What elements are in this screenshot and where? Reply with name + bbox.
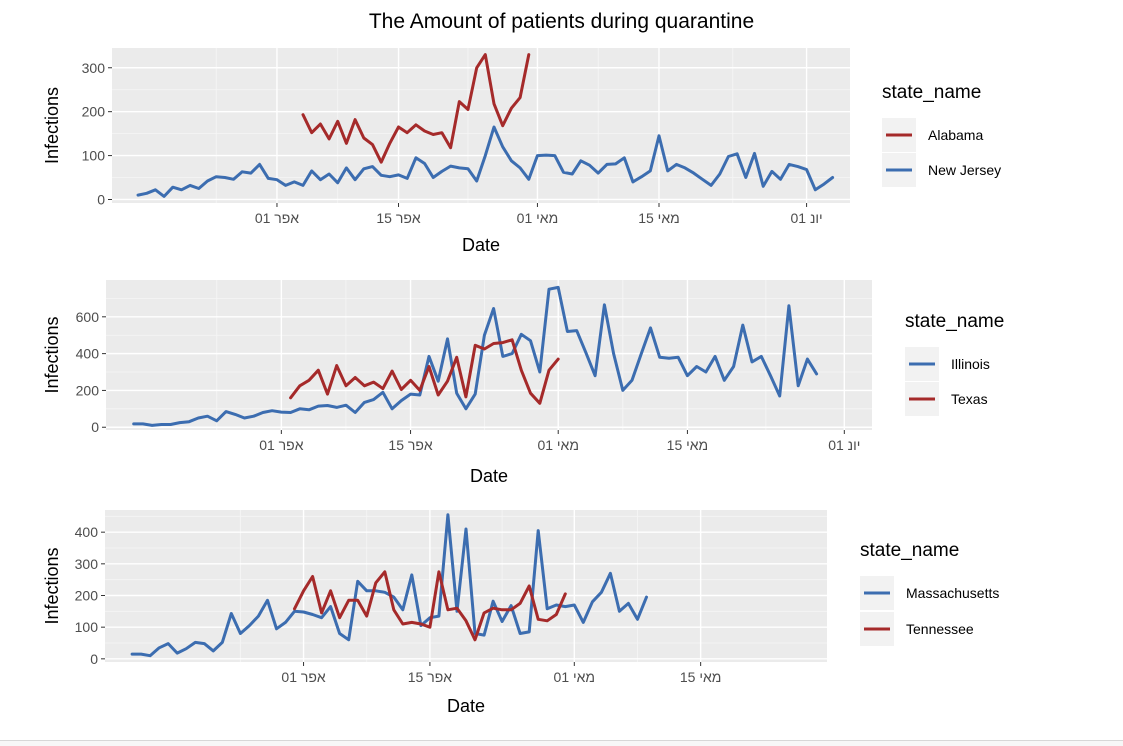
y-axis-title: Infections bbox=[42, 547, 62, 624]
y-tick-label: 0 bbox=[90, 651, 98, 667]
page-title: The Amount of patients during quarantine bbox=[368, 10, 755, 33]
x-tick-label: מאי 01 bbox=[554, 669, 596, 685]
y-axis-title: Infections bbox=[42, 316, 62, 393]
legend: state_name Illinois Texas bbox=[905, 311, 1004, 416]
legend: state_name Massachusetts Tennessee bbox=[860, 540, 999, 646]
y-tick-label: 0 bbox=[97, 191, 105, 207]
x-tick-label: יונ 01 bbox=[828, 437, 860, 453]
x-tick-label: יונ 01 bbox=[790, 210, 822, 226]
series-line-illinois bbox=[132, 285, 819, 427]
legend-title: state_name bbox=[860, 540, 959, 561]
x-tick-label: אפר 15 bbox=[408, 669, 452, 685]
y-tick-label: 0 bbox=[91, 419, 99, 435]
plot-background bbox=[112, 48, 850, 203]
x-axis-title: Date bbox=[462, 235, 500, 255]
y-tick-label: 600 bbox=[76, 309, 100, 325]
legend-label: Massachusetts bbox=[906, 585, 999, 601]
y-tick-label: 200 bbox=[82, 104, 106, 120]
plot-background bbox=[106, 280, 872, 430]
x-tick-label: אפר 01 bbox=[255, 210, 299, 226]
chart-panel-3: 0 100 200 300 400 אפר 01 אפר 15 מאי 01 מאי 15 Dat… bbox=[42, 510, 999, 716]
x-tick-label: מאי 01 bbox=[517, 210, 559, 226]
legend-label: Alabama bbox=[928, 127, 983, 143]
y-tick-label: 100 bbox=[75, 619, 99, 635]
y-tick-label: 300 bbox=[82, 60, 106, 76]
y-tick-label: 200 bbox=[76, 382, 100, 398]
x-axis-title: Date bbox=[447, 696, 485, 716]
legend-label: Illinois bbox=[951, 356, 990, 372]
x-tick-label: אפר 01 bbox=[259, 437, 303, 453]
series-line-texas bbox=[289, 338, 560, 405]
chart-panel-1: 0 100 200 300 אפר 01 אפר 15 מאי 01 מאי 15 יונ 01… bbox=[42, 48, 1001, 255]
chart-panel-2: 0 200 400 600 אפר 01 אפר 15 מאי 01 מאי 15 יונ 01… bbox=[42, 280, 1004, 486]
series-line-new-jersey bbox=[136, 125, 835, 198]
x-tick-label: אפר 15 bbox=[376, 210, 420, 226]
y-tick-label: 100 bbox=[82, 148, 106, 164]
x-tick-label: מאי 15 bbox=[638, 210, 680, 226]
legend-label: Texas bbox=[951, 391, 988, 407]
y-axis-title: Infections bbox=[42, 87, 62, 164]
x-tick-label: אפר 01 bbox=[281, 669, 325, 685]
y-tick-label: 400 bbox=[75, 524, 99, 540]
legend-label: New Jersey bbox=[928, 162, 1001, 178]
legend-label: Tennessee bbox=[906, 621, 974, 637]
y-tick-label: 300 bbox=[75, 556, 99, 572]
y-tick-label: 200 bbox=[75, 588, 99, 604]
y-tick-label: 400 bbox=[76, 346, 100, 362]
series-line-alabama bbox=[301, 53, 531, 164]
x-tick-label: אפר 15 bbox=[388, 437, 432, 453]
x-tick-label: מאי 15 bbox=[680, 669, 722, 685]
legend: state_name Alabama New Jersey bbox=[882, 82, 1001, 187]
legend-title: state_name bbox=[882, 82, 981, 103]
legend-title: state_name bbox=[905, 311, 1004, 332]
x-tick-label: מאי 01 bbox=[537, 437, 579, 453]
x-axis-title: Date bbox=[470, 466, 508, 486]
bottom-bar bbox=[0, 740, 1123, 746]
x-tick-label: מאי 15 bbox=[667, 437, 709, 453]
series-line-tennessee bbox=[293, 570, 567, 642]
